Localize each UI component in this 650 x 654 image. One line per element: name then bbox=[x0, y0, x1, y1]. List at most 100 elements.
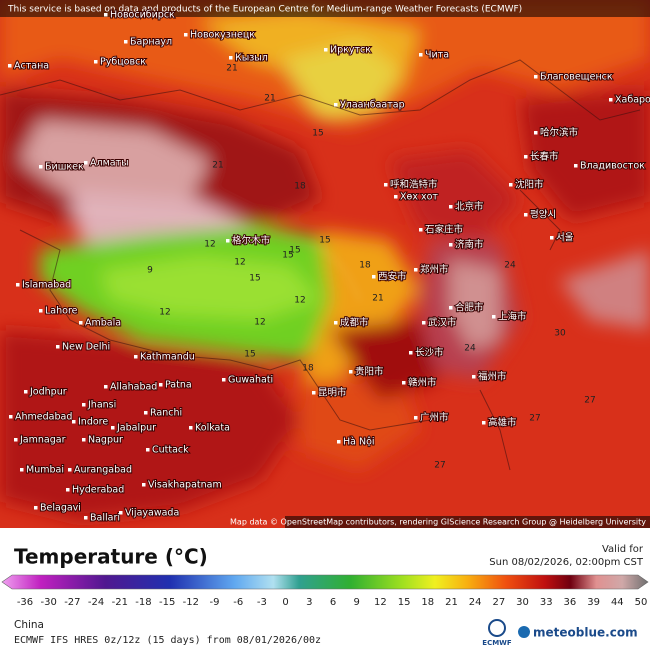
city-label: 长沙市 bbox=[415, 347, 444, 359]
city-dot bbox=[419, 53, 423, 57]
city-dot bbox=[372, 275, 376, 279]
city-label: Belagavi bbox=[40, 503, 81, 514]
colorbar-tick-label: 36 bbox=[564, 597, 577, 608]
city-label: Cuttack bbox=[152, 445, 189, 456]
city-dot bbox=[104, 13, 108, 17]
city-label: Indore bbox=[78, 417, 108, 428]
city-label: 上海市 bbox=[498, 311, 527, 323]
colorbar-tick-label: -3 bbox=[257, 597, 267, 608]
city-dot bbox=[402, 381, 406, 385]
city-dot bbox=[449, 243, 453, 247]
colorbar-tick-label: -15 bbox=[159, 597, 175, 608]
city-label: 서울 bbox=[556, 233, 574, 244]
contour-label: 18 bbox=[294, 182, 306, 192]
contour-label-layer: 21 21 15 21 18 15 12 15 12 15 12 9 12 12 15 18 21 27 30 27 2… bbox=[147, 64, 596, 471]
city-label: Vijayawada bbox=[125, 508, 179, 519]
city-label: Allahabad bbox=[110, 382, 157, 393]
city-dot bbox=[146, 448, 150, 452]
city-dot bbox=[24, 390, 28, 394]
city-label: Астана bbox=[14, 61, 49, 72]
contour-label: 21 bbox=[264, 94, 275, 104]
city-dot bbox=[34, 506, 38, 510]
colorbar-tick-label: 24 bbox=[469, 597, 482, 608]
contour-label: 12 bbox=[254, 318, 265, 328]
city-dot bbox=[534, 131, 538, 135]
city-dot bbox=[72, 420, 76, 424]
city-label: Владивосток bbox=[580, 161, 645, 172]
city-label: Aurangabad bbox=[74, 465, 132, 476]
city-dot bbox=[334, 103, 338, 107]
city-dot bbox=[534, 75, 538, 79]
city-dot bbox=[184, 33, 188, 37]
city-dot bbox=[509, 183, 513, 187]
city-label: 贵阳市 bbox=[355, 366, 384, 378]
city-label: Ballari bbox=[90, 513, 120, 524]
city-label: 北京市 bbox=[455, 201, 484, 213]
city-dot bbox=[312, 391, 316, 395]
city-label: Хөх хот bbox=[400, 192, 438, 203]
contour-label: 27 bbox=[529, 414, 540, 424]
city-dot bbox=[79, 321, 83, 325]
city-dot bbox=[144, 411, 148, 415]
contour-label: 12 bbox=[234, 258, 245, 268]
contour-label: 27 bbox=[434, 461, 445, 471]
city-label: Барнаул bbox=[130, 37, 172, 48]
city-dot bbox=[229, 56, 233, 60]
contour-label: 12 bbox=[294, 296, 305, 306]
attribution: Map data © OpenStreetMap contributors, r… bbox=[230, 518, 646, 527]
city-label: Lahore bbox=[45, 306, 78, 317]
city-dot bbox=[482, 421, 486, 425]
city-label: Ambala bbox=[85, 318, 121, 329]
city-label: Kolkata bbox=[195, 423, 230, 434]
city-label: Иркутск bbox=[330, 45, 371, 56]
city-label: Новокузнецк bbox=[190, 30, 255, 41]
city-label: Mumbai bbox=[26, 465, 64, 476]
contour-label: 9 bbox=[147, 266, 153, 276]
city-dot bbox=[68, 468, 72, 472]
colorbar-tick-label: -18 bbox=[135, 597, 151, 608]
meteoblue-icon bbox=[518, 626, 530, 638]
contour-label: 15 bbox=[244, 350, 255, 360]
colorbar-tick-label: 30 bbox=[516, 597, 529, 608]
city-label: Ahmedabad bbox=[15, 412, 72, 423]
colorbar-tick-label: -36 bbox=[17, 597, 33, 608]
colorbar-ticks: -36 -30 -27 -24 -21 -18 -15 -12 -9 -6 -3 0 3 6 9 12 15 18… bbox=[17, 597, 648, 608]
city-label: 哈尔滨市 bbox=[540, 127, 579, 139]
city-label: 成都市 bbox=[340, 317, 369, 329]
city-label: Hà Nội bbox=[343, 437, 375, 448]
city-label: Jabalpur bbox=[116, 423, 156, 434]
contour-label: 15 bbox=[319, 236, 330, 246]
city-dot bbox=[337, 440, 341, 444]
contour-label: 24 bbox=[504, 261, 516, 271]
city-dot bbox=[349, 370, 353, 374]
notice: This service is based on data and produc… bbox=[7, 5, 522, 15]
city-label: New Delhi bbox=[62, 342, 110, 353]
contour-label: 18 bbox=[302, 364, 314, 374]
city-label: Visakhapatnam bbox=[148, 480, 222, 491]
city-dot bbox=[159, 383, 163, 387]
city-label: Бишкек bbox=[45, 162, 84, 173]
colorbar-tick-label: 50 bbox=[635, 597, 648, 608]
contour-label: 15 bbox=[249, 274, 260, 284]
city-dot bbox=[39, 309, 43, 313]
colorbar-tick-label: 15 bbox=[398, 597, 411, 608]
city-label: Hyderabad bbox=[72, 485, 124, 496]
city-label: Islamabad bbox=[22, 280, 71, 291]
city-label: Алматы bbox=[90, 158, 129, 169]
contour-label: 21 bbox=[212, 161, 223, 171]
city-label: 武汉市 bbox=[428, 317, 457, 329]
city-layer: Новосибирск Барнаул Новокузнецк Астана Рубцо… bbox=[8, 9, 650, 525]
city-dot bbox=[104, 385, 108, 389]
city-dot bbox=[39, 165, 43, 169]
colorbar-tick-label: 18 bbox=[421, 597, 434, 608]
colorbar-tick-label: -12 bbox=[183, 597, 199, 608]
city-dot bbox=[82, 438, 86, 442]
colorbar-tick-label: -21 bbox=[112, 597, 128, 608]
colorbar-tick-label: 9 bbox=[354, 597, 360, 608]
city-label: Рубцовск bbox=[100, 57, 146, 68]
city-label: 평양시 bbox=[530, 210, 556, 221]
ecmwf-logo: ECMWF bbox=[482, 639, 512, 647]
city-dot bbox=[16, 283, 20, 287]
meteoblue-logo: meteoblue.com bbox=[533, 626, 638, 640]
city-dot bbox=[8, 64, 12, 68]
